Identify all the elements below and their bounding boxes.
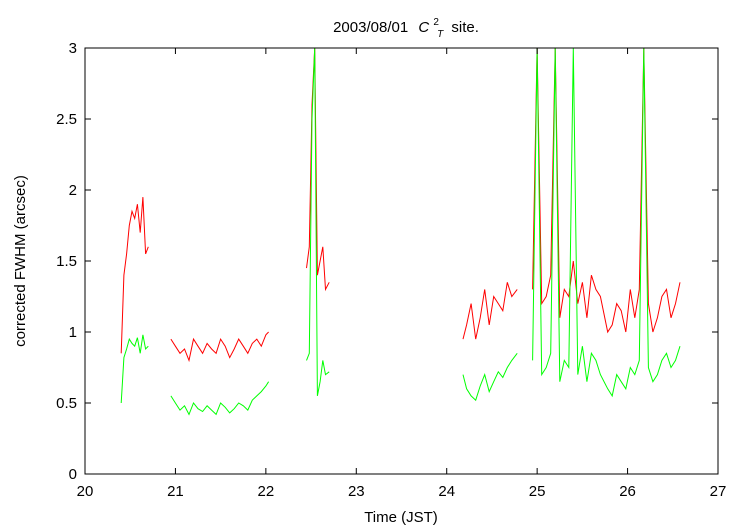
y-tick-label: 1.5 [56, 253, 77, 270]
plot-frame [84, 47, 719, 475]
y-axis-title: corrected FWHM (arcsec) [12, 175, 29, 347]
y-tick-label: 2 [69, 182, 77, 199]
ticks-layer: 20 21 22 23 24 25 26 27 0 0.5 1 1.5 2 2.5 3 [56, 40, 726, 500]
x-tick-label: 23 [348, 483, 365, 500]
series-layer [120, 47, 681, 416]
series-1-segment [170, 381, 270, 416]
y-tick-label: 2.5 [56, 111, 77, 128]
x-tick-label: 25 [529, 483, 546, 500]
series-0-segment [462, 282, 518, 340]
x-tick-label: 24 [438, 483, 455, 500]
series-1-segment [120, 334, 149, 404]
series-0-segment [306, 47, 330, 292]
x-tick-label: 26 [619, 483, 636, 500]
series-0-segment [170, 331, 269, 363]
title-suffix: site. [451, 19, 479, 36]
title-date: 2003/08/01 [333, 19, 408, 36]
y-tick-label: 1 [69, 324, 77, 341]
x-tick-label: 20 [77, 483, 94, 500]
x-axis-title: Time (JST) [364, 509, 438, 525]
x-tick-label: 22 [258, 483, 275, 500]
y-tick-label: 3 [69, 40, 77, 57]
x-tick-label: 27 [710, 483, 727, 500]
y-tick-label: 0 [69, 466, 77, 483]
series-1-segment [462, 352, 518, 402]
title-symbol-sub: T [437, 29, 444, 40]
title-symbol: C [418, 19, 429, 36]
title-symbol-sup: 2 [433, 17, 439, 28]
y-tick-label: 0.5 [56, 395, 77, 412]
series-1-segment [532, 47, 681, 398]
x-tick-label: 21 [167, 483, 184, 500]
series-1-segment [306, 47, 330, 396]
chart-title: 2003/08/01 C 2 T site. [333, 12, 479, 41]
series-0-segment [120, 197, 149, 354]
